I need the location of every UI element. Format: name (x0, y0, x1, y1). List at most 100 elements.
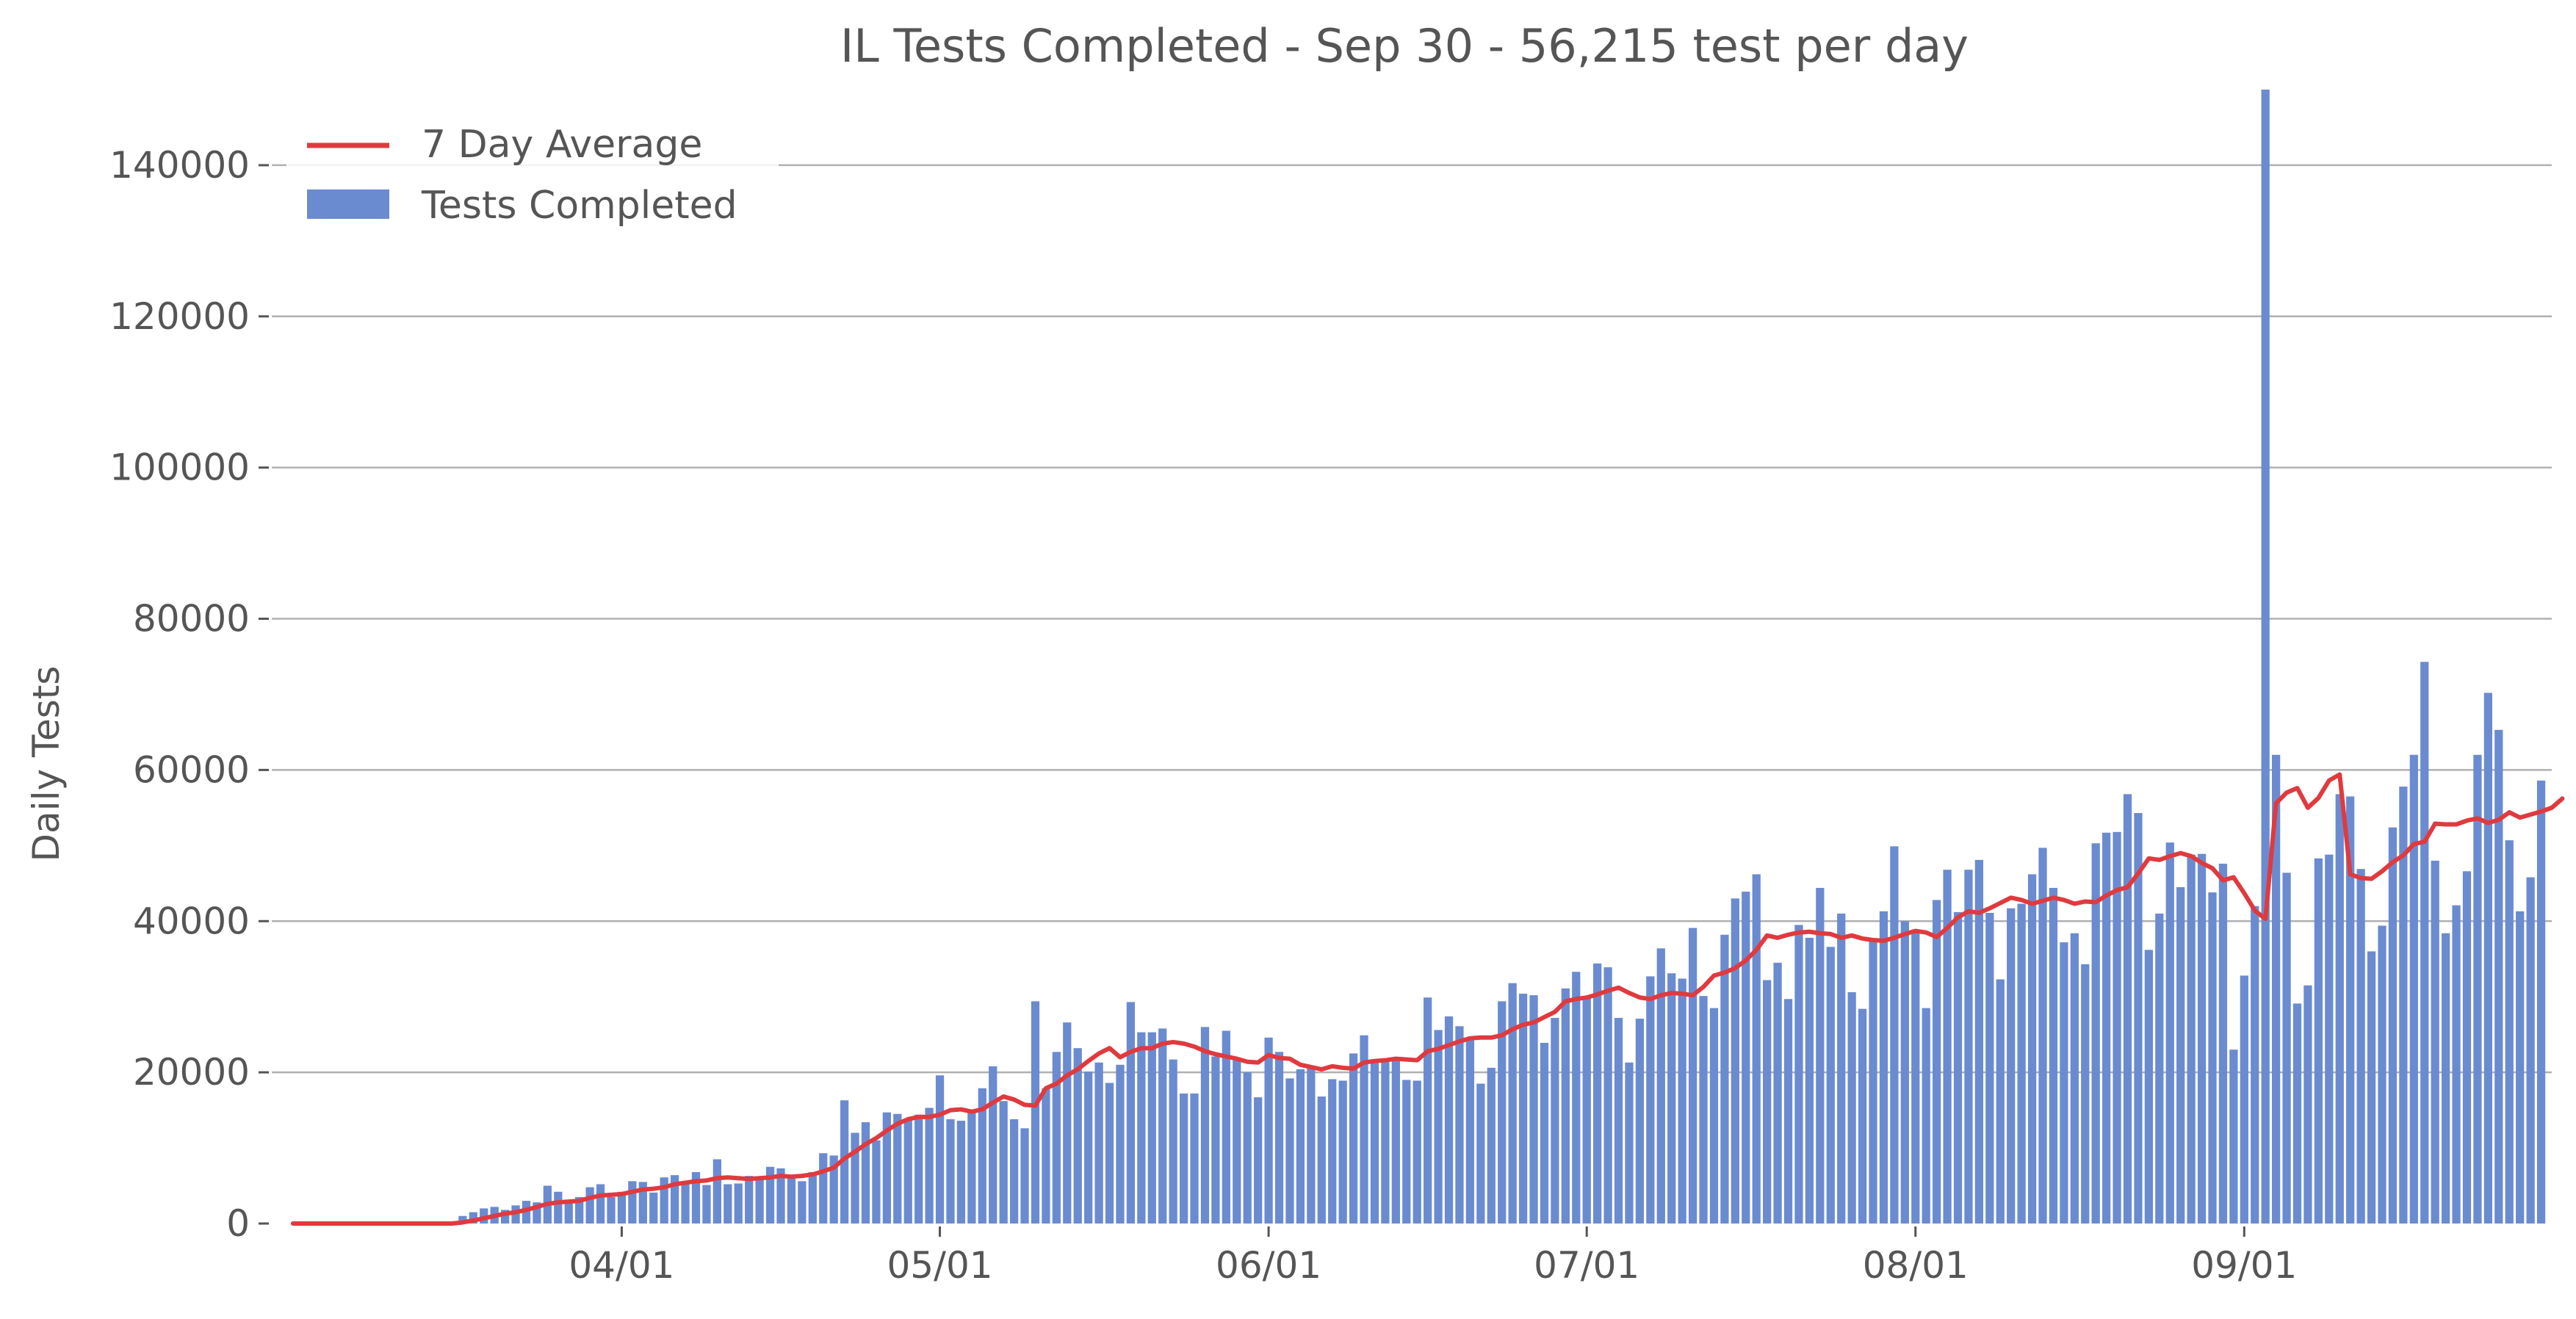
bar (1847, 992, 1856, 1224)
bar (575, 1196, 584, 1224)
bar (724, 1184, 732, 1224)
bar (1879, 911, 1888, 1224)
legend: 7 Day Average Tests Completed (286, 110, 779, 234)
bar (2335, 794, 2344, 1224)
bar (2505, 840, 2514, 1224)
bar (1455, 1026, 1464, 1224)
bar (840, 1100, 849, 1224)
bar (851, 1132, 859, 1224)
bar (2399, 787, 2408, 1224)
bar (2081, 964, 2090, 1224)
bar (1635, 1019, 1645, 1224)
y-tick-label: 100000 (109, 447, 250, 489)
bar (1147, 1032, 1156, 1224)
bar (691, 1172, 701, 1224)
bar (1274, 1052, 1284, 1224)
bar (2123, 794, 2132, 1224)
bar (1869, 939, 1877, 1224)
bar (1985, 912, 1994, 1224)
bar (2462, 871, 2472, 1224)
bar (1688, 928, 1698, 1224)
bar (893, 1113, 902, 1224)
bar (745, 1176, 754, 1224)
bar (1508, 983, 1517, 1224)
bar (1805, 937, 1814, 1224)
bar (1518, 994, 1528, 1224)
bar (1540, 1042, 1549, 1224)
bar (1465, 1037, 1475, 1224)
bar (2144, 950, 2154, 1224)
legend-line-label: 7 Day Average (422, 123, 702, 167)
bar (819, 1153, 828, 1224)
bar (1434, 1030, 1443, 1224)
bar (946, 1119, 955, 1224)
bar (1179, 1093, 1188, 1224)
bar (1603, 967, 1612, 1224)
bar (903, 1118, 912, 1224)
bar (1020, 1128, 1029, 1224)
bar (1572, 972, 1581, 1224)
bar (1073, 1048, 1082, 1224)
bar (2038, 848, 2047, 1224)
bar (1667, 973, 1676, 1224)
bar (2473, 754, 2482, 1224)
y-tick-label: 140000 (109, 144, 250, 187)
bar (660, 1177, 668, 1224)
bar (1137, 1032, 1146, 1224)
bar (2091, 843, 2100, 1224)
bar (1943, 870, 1952, 1224)
bar (2218, 864, 2228, 1224)
bar-series (458, 90, 2546, 1224)
bar (882, 1112, 891, 1224)
bar (798, 1181, 807, 1224)
bar (2367, 951, 2376, 1224)
bar (1773, 962, 1782, 1224)
bar (1614, 1018, 1623, 1224)
bar (1964, 870, 1973, 1224)
y-tick-label: 40000 (133, 900, 250, 942)
x-tick-label: 08/01 (1863, 1244, 1969, 1287)
bar (808, 1172, 817, 1224)
y-tick-label: 0 (226, 1202, 250, 1245)
bar (2240, 975, 2248, 1224)
bar (1169, 1059, 1177, 1224)
bar (511, 1205, 520, 1224)
y-tick-label: 20000 (133, 1051, 250, 1094)
bar (617, 1191, 627, 1224)
bar (2494, 729, 2503, 1224)
bar (787, 1177, 796, 1224)
bar (564, 1201, 573, 1224)
bar (2314, 858, 2323, 1224)
bar (1498, 1001, 1507, 1224)
bar (712, 1159, 721, 1224)
bar (1158, 1028, 1167, 1224)
bar (1561, 988, 1570, 1224)
bar (2409, 754, 2418, 1224)
bar (458, 1215, 467, 1224)
y-tick-label: 80000 (133, 598, 250, 640)
bar (2251, 906, 2259, 1224)
bar (2325, 854, 2334, 1224)
bar (2526, 877, 2535, 1224)
bar (1200, 1027, 1210, 1224)
bar (1794, 925, 1803, 1224)
bar (2378, 925, 2386, 1224)
bar (1009, 1119, 1019, 1224)
bar (1720, 934, 1729, 1224)
bar (2420, 662, 2429, 1224)
bar (596, 1184, 605, 1224)
bar (861, 1122, 870, 1224)
bar (1402, 1080, 1411, 1224)
bar (1476, 1083, 1485, 1224)
bar (607, 1196, 616, 1224)
bar (1816, 887, 1825, 1224)
bar (1094, 1062, 1103, 1224)
bar (2007, 908, 2016, 1224)
bar (872, 1140, 881, 1224)
bar (2187, 854, 2196, 1224)
bar (1424, 997, 1432, 1224)
bar (999, 1101, 1008, 1224)
bar (734, 1183, 743, 1224)
bar (1254, 1097, 1263, 1224)
